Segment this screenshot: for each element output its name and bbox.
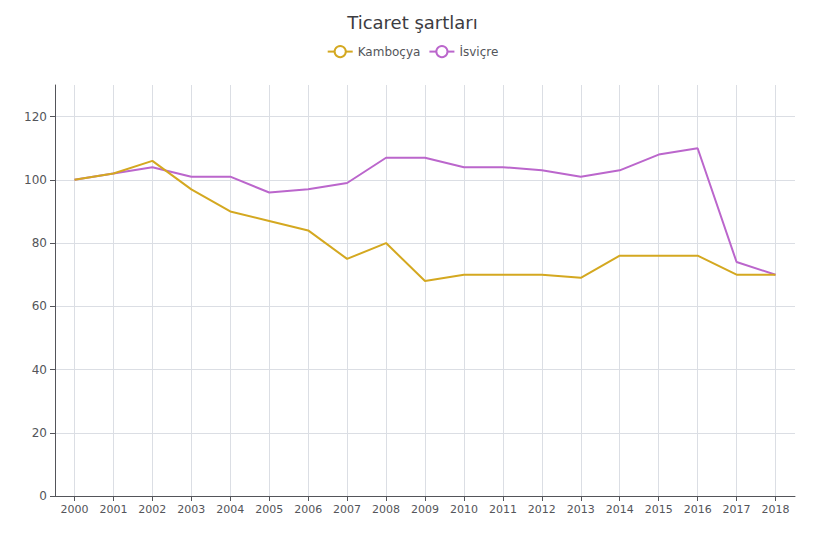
svg-text:2018: 2018: [762, 503, 790, 516]
svg-text:2012: 2012: [528, 503, 556, 516]
svg-text:2000: 2000: [60, 503, 88, 516]
svg-text:40: 40: [32, 363, 47, 377]
svg-text:Ticaret şartları: Ticaret şartları: [346, 12, 478, 33]
svg-text:2001: 2001: [99, 503, 127, 516]
svg-text:60: 60: [32, 299, 47, 313]
svg-text:2017: 2017: [723, 503, 751, 516]
svg-text:2016: 2016: [684, 503, 712, 516]
svg-text:0: 0: [39, 489, 47, 503]
svg-text:80: 80: [32, 236, 47, 250]
svg-text:2006: 2006: [294, 503, 322, 516]
svg-text:2007: 2007: [333, 503, 361, 516]
svg-text:2008: 2008: [372, 503, 400, 516]
svg-text:120: 120: [24, 110, 47, 124]
svg-text:20: 20: [32, 426, 47, 440]
svg-text:2014: 2014: [606, 503, 634, 516]
svg-text:İsviçre: İsviçre: [459, 44, 498, 59]
svg-text:2013: 2013: [567, 503, 595, 516]
svg-text:2002: 2002: [138, 503, 166, 516]
svg-text:2009: 2009: [411, 503, 439, 516]
svg-text:2011: 2011: [489, 503, 517, 516]
svg-text:2010: 2010: [450, 503, 478, 516]
svg-text:2015: 2015: [645, 503, 673, 516]
svg-text:Kamboçya: Kamboçya: [358, 45, 421, 59]
svg-text:2003: 2003: [177, 503, 205, 516]
svg-text:2005: 2005: [255, 503, 283, 516]
svg-text:100: 100: [24, 173, 47, 187]
svg-text:2004: 2004: [216, 503, 244, 516]
